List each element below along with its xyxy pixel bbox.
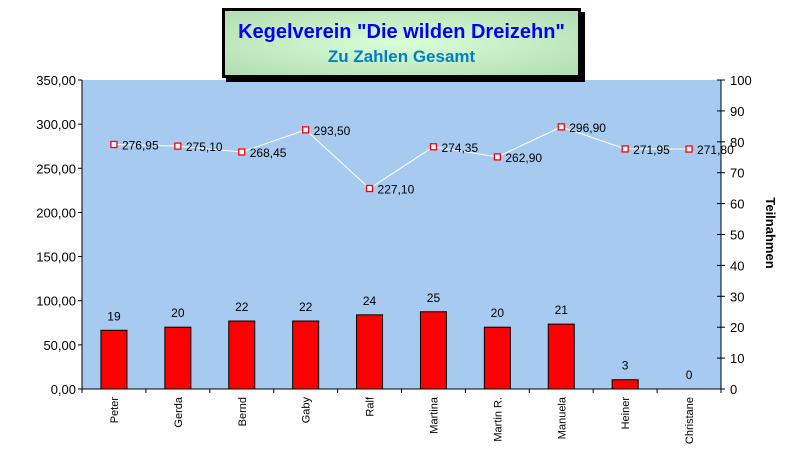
right-axis-tick-label: 20 <box>730 320 744 335</box>
left-axis-tick-label: 150,00 <box>36 250 76 265</box>
right-axis-tick-label: 0 <box>730 382 737 397</box>
category-label: Manuela <box>556 396 568 439</box>
right-axis-tick-label: 40 <box>730 258 744 273</box>
left-axis-tick-label: 50,00 <box>43 338 76 353</box>
bar <box>547 323 575 390</box>
left-axis-tick-label: 0,00 <box>51 382 76 397</box>
category-label: Christane <box>684 397 696 444</box>
bar <box>419 311 447 390</box>
left-axis-tick-label: 350,00 <box>36 73 76 88</box>
left-axis-tick-label: 200,00 <box>36 205 76 220</box>
bar <box>100 329 128 390</box>
bar-data-label: 21 <box>555 303 569 317</box>
bar-data-label: 19 <box>107 309 121 323</box>
line-series <box>113 126 690 190</box>
line-data-label: 293,50 <box>314 124 351 138</box>
left-axis-tick-label: 300,00 <box>36 117 76 132</box>
bar-data-label: 22 <box>235 300 249 314</box>
line-marker <box>174 142 182 150</box>
line-marker <box>365 184 374 193</box>
bar-data-label: 22 <box>299 300 313 314</box>
category-label: Martina <box>428 396 440 434</box>
line-data-label: 275,10 <box>186 140 223 154</box>
category-label: Gerda <box>173 396 185 427</box>
line-marker <box>429 143 438 151</box>
category-label: Bernd <box>237 397 249 426</box>
line-marker <box>301 126 310 134</box>
left-axis-tick-label: 100,00 <box>36 294 76 309</box>
category-label: Ralf <box>365 396 377 417</box>
bar-data-label: 20 <box>171 306 185 320</box>
line-data-label: 271,95 <box>633 143 670 157</box>
right-axis-tick-label: 70 <box>730 166 744 181</box>
chart-title-box: Kegelverein "Die wilden Dreizehn" Zu Zah… <box>222 8 581 78</box>
right-axis-title: Teilnahmen <box>763 197 778 268</box>
category-label: Martin R. <box>492 397 504 442</box>
line-data-label: 276,95 <box>122 138 159 152</box>
bar-data-label: 25 <box>427 291 441 305</box>
line-data-label: 271,80 <box>697 143 734 157</box>
line-data-label: 268,45 <box>250 146 287 160</box>
bar-data-label: 20 <box>491 306 505 320</box>
right-axis-tick-label: 50 <box>730 228 744 243</box>
left-axis-tick-label: 250,00 <box>36 161 76 176</box>
right-axis-tick-label: 100 <box>730 73 752 88</box>
line-marker <box>238 148 246 156</box>
category-label: Peter <box>109 397 121 424</box>
bar <box>228 320 256 390</box>
line-marker <box>493 153 502 161</box>
chart-title: Kegelverein "Die wilden Dreizehn" <box>238 21 565 43</box>
bar-data-label: 0 <box>686 368 693 382</box>
line-marker <box>110 140 118 149</box>
bar-data-label: 3 <box>622 359 629 373</box>
right-axis-tick-label: 60 <box>730 197 744 212</box>
bar <box>356 314 384 390</box>
bar <box>483 326 511 390</box>
line-data-label: 262,90 <box>505 151 542 165</box>
bar <box>292 320 320 390</box>
bar <box>611 379 639 390</box>
line-data-label: 274,35 <box>441 141 478 155</box>
right-axis-tick-label: 10 <box>730 351 744 366</box>
category-label: Gaby <box>301 397 313 424</box>
line-marker <box>621 145 629 153</box>
line-marker <box>557 123 565 131</box>
line-marker <box>685 145 693 153</box>
bar-data-label: 24 <box>363 294 377 308</box>
right-axis-tick-label: 80 <box>730 135 744 150</box>
bar <box>164 326 192 390</box>
line-data-label: 296,90 <box>569 121 606 135</box>
line-data-label: 227,10 <box>378 183 415 197</box>
right-axis-tick-label: 30 <box>730 289 744 304</box>
chart-subtitle: Zu Zahlen Gesamt <box>327 47 476 66</box>
right-axis-tick-label: 90 <box>730 104 744 119</box>
category-label: Heiner <box>620 397 632 430</box>
